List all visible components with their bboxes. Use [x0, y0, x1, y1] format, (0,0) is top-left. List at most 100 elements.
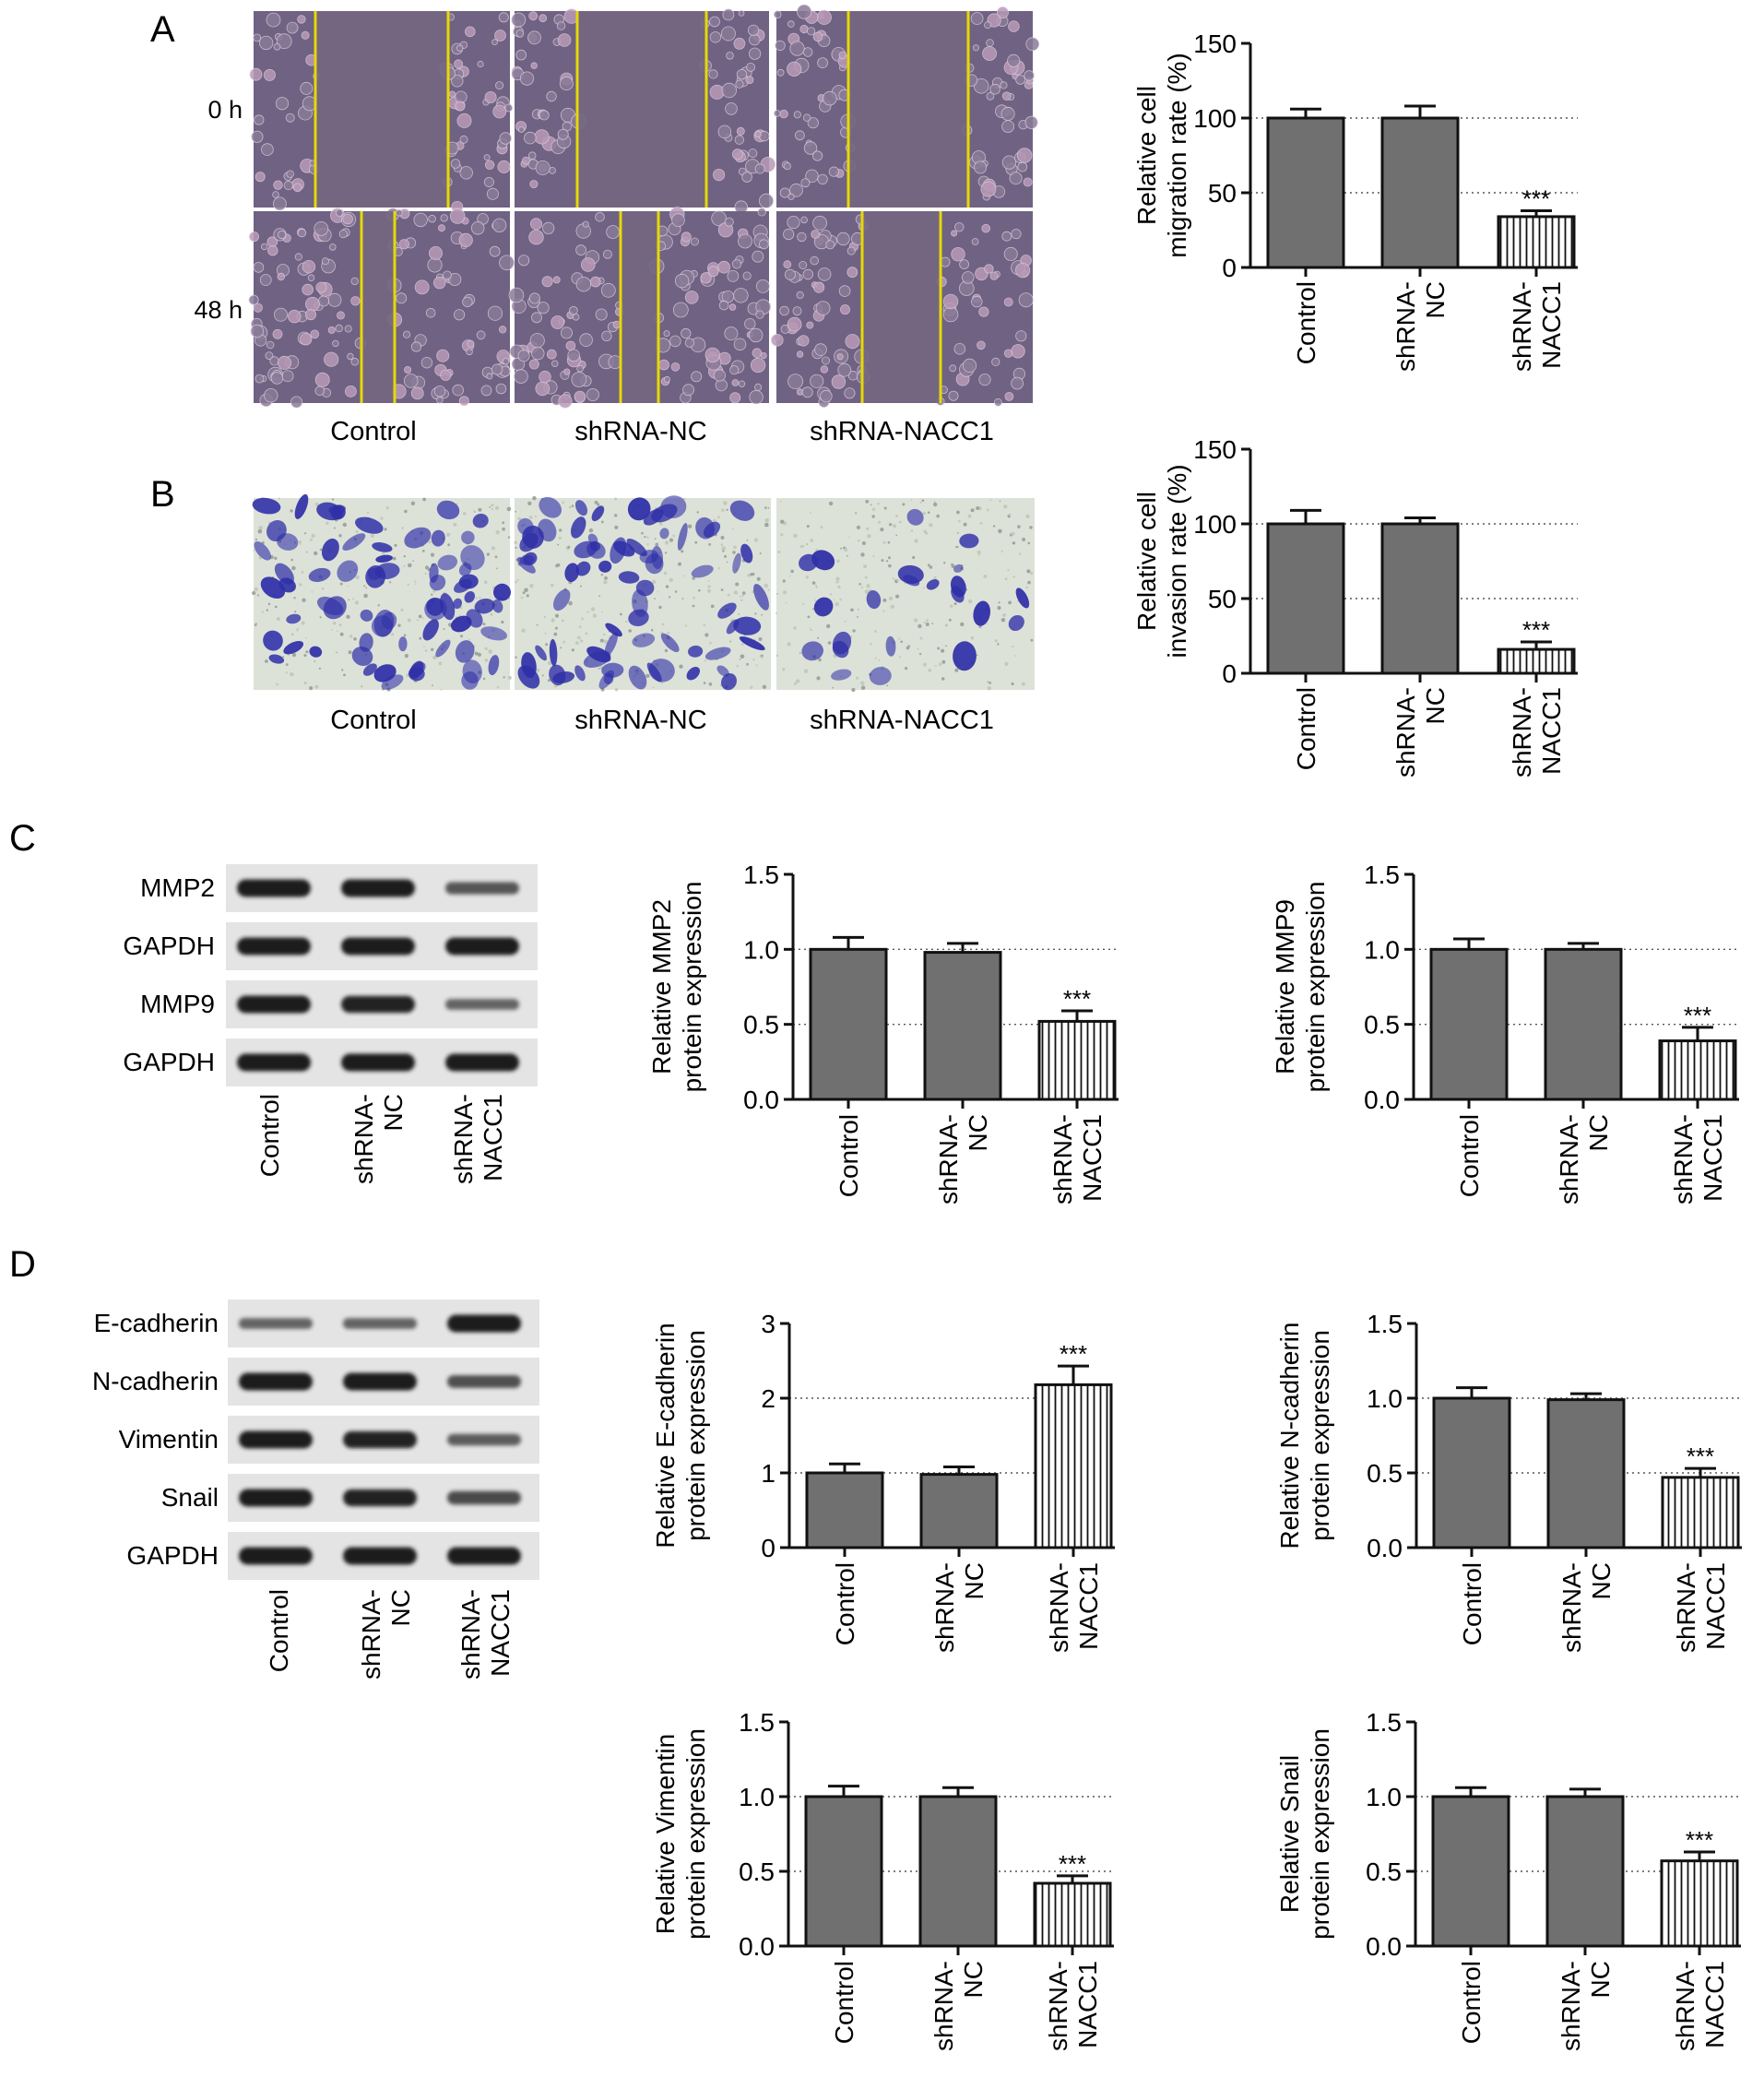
- bar: [1660, 1859, 1739, 1948]
- bar: [1545, 1795, 1625, 1948]
- lane-label: NC: [386, 1589, 415, 1626]
- blot-band: [447, 1547, 521, 1565]
- a-col-label-control: Control: [330, 417, 417, 446]
- y-tick-label: 0: [1222, 254, 1237, 282]
- lane-label: NC: [379, 1094, 408, 1131]
- y-tick-label: 1.0: [743, 935, 779, 964]
- lane-label: shRNA-: [357, 1589, 385, 1679]
- blot-strip: [228, 1474, 539, 1522]
- blot-band: [341, 1053, 415, 1072]
- blot-strip: [226, 922, 538, 970]
- bar: [1497, 647, 1576, 675]
- bar: [1658, 1039, 1737, 1101]
- bar: [918, 1795, 998, 1948]
- significance-label: ***: [1522, 184, 1550, 212]
- blot-band: [447, 1490, 521, 1505]
- blot-band: [237, 879, 311, 897]
- blot-d: [228, 1300, 539, 1580]
- y-tick-label: 1.5: [1364, 860, 1400, 889]
- x-tick-label: NACC1: [1701, 1562, 1730, 1650]
- y-axis-label: protein expression: [1306, 1728, 1334, 1940]
- y-tick-label: 1.0: [739, 1783, 775, 1811]
- blot-band: [341, 879, 415, 897]
- b-col-label-control: Control: [330, 706, 417, 735]
- x-tick-label: shRNA-: [929, 1961, 958, 2051]
- blot-strip: [226, 864, 538, 912]
- row-label-48h: 48 h: [194, 296, 243, 324]
- blot-d-label-ncadherin: N-cadherin: [92, 1367, 219, 1395]
- lane-label: NACC1: [486, 1589, 515, 1677]
- x-tick-label: shRNA-: [1044, 1961, 1072, 2051]
- x-tick-label: Control: [830, 1961, 858, 2044]
- y-tick-label: 1: [761, 1459, 775, 1488]
- y-tick-label: 1.5: [1366, 1708, 1402, 1737]
- lane-label: shRNA-: [449, 1094, 478, 1184]
- x-tick-label: NACC1: [1074, 1562, 1103, 1650]
- lane-label: shRNA-: [456, 1589, 485, 1679]
- y-axis-label: migration rate (%): [1163, 53, 1191, 258]
- y-tick-label: 1.5: [739, 1708, 775, 1737]
- x-tick-label: shRNA-: [1555, 1114, 1583, 1205]
- y-tick-label: 0.5: [739, 1857, 775, 1886]
- x-tick-label: Control: [1292, 687, 1320, 770]
- bar: [1431, 1795, 1510, 1948]
- x-tick-label: Control: [1458, 1562, 1486, 1645]
- x-tick-label: NC: [1587, 1562, 1616, 1599]
- x-tick-label: shRNA-: [1557, 1961, 1585, 2051]
- y-tick-label: 0.5: [1366, 1857, 1402, 1886]
- wound-healing-images: [248, 4, 1040, 409]
- blot-c-lane-labels: Control shRNA- NC shRNA- NACC1: [255, 1094, 507, 1184]
- x-tick-label: NC: [1421, 687, 1450, 724]
- blot-band: [239, 1372, 313, 1391]
- blot-c-label-gapdh-1: GAPDH: [123, 932, 215, 960]
- micrograph-0-1: [511, 8, 776, 214]
- blot-strip: [226, 980, 538, 1028]
- x-tick-label: NACC1: [1700, 1961, 1729, 2048]
- significance-label: ***: [1063, 985, 1091, 1013]
- invasion-image-2: [775, 498, 1035, 693]
- bar: [1266, 116, 1345, 269]
- x-tick-label: NC: [960, 1562, 989, 1599]
- blot-band: [445, 882, 519, 895]
- x-tick-label: shRNA-: [1048, 1114, 1077, 1205]
- x-tick-label: Control: [1455, 1114, 1484, 1197]
- y-tick-label: 0: [1222, 659, 1237, 688]
- blot-band: [343, 1489, 417, 1507]
- y-tick-label: 0.0: [1364, 1086, 1400, 1114]
- y-tick-label: 0.0: [1366, 1932, 1402, 1961]
- bar: [804, 1795, 883, 1948]
- x-tick-label: shRNA-: [1508, 281, 1536, 372]
- a-col-label-shrna-nacc1: shRNA-NACC1: [810, 417, 994, 446]
- blot-band: [237, 937, 311, 955]
- bar: [1661, 1476, 1740, 1549]
- y-tick-label: 1.0: [1364, 935, 1400, 964]
- blot-band: [445, 999, 519, 1010]
- blot-strip: [228, 1416, 539, 1464]
- bar: [1033, 1881, 1112, 1948]
- blot-band: [341, 937, 415, 955]
- y-axis-label: Relative N-cadherin: [1275, 1323, 1304, 1549]
- y-tick-label: 1.5: [743, 860, 779, 889]
- y-axis-label: Relative cell: [1132, 86, 1161, 225]
- lane-label: shRNA-: [349, 1094, 378, 1184]
- blot-band: [237, 1053, 311, 1072]
- x-tick-label: shRNA-: [1508, 687, 1536, 777]
- y-axis-label: Relative MMP9: [1271, 899, 1299, 1074]
- x-tick-label: shRNA-: [1045, 1562, 1073, 1653]
- micrograph-0-2: [773, 4, 1040, 208]
- blot-band: [343, 1430, 417, 1449]
- blot-strip: [228, 1358, 539, 1406]
- x-tick-label: shRNA-: [930, 1562, 959, 1653]
- y-tick-label: 0.0: [739, 1932, 775, 1961]
- b-col-label-shrna-nacc1: shRNA-NACC1: [810, 706, 994, 735]
- blot-band: [445, 937, 519, 955]
- blot-c-label-gapdh-2: GAPDH: [123, 1048, 215, 1076]
- a-col-label-shrna-nc: shRNA-NC: [574, 417, 706, 446]
- y-tick-label: 0.5: [1367, 1459, 1403, 1488]
- blot-band: [447, 1314, 521, 1333]
